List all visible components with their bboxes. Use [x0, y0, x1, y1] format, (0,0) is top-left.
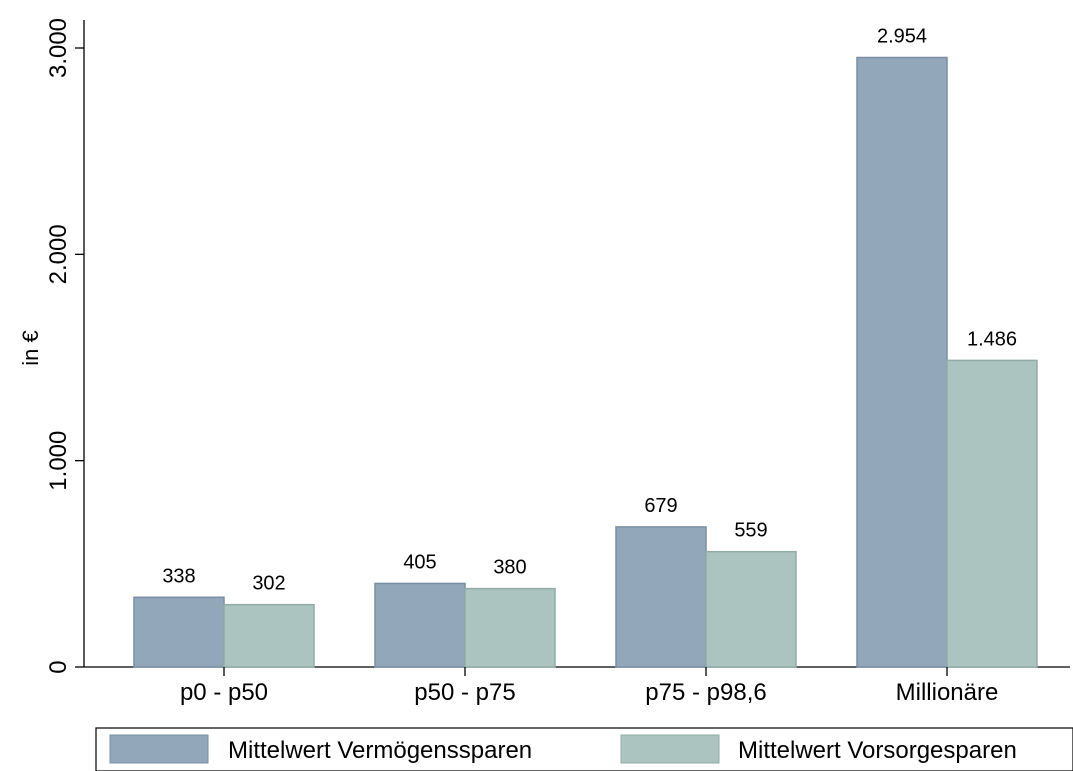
x-tick-label: p0 - p50 — [180, 679, 268, 706]
legend: Mittelwert Vermögenssparen Mittelwert Vo… — [95, 727, 1073, 771]
y-tick-label: 1.000 — [45, 431, 72, 491]
y-axis: in € 0 1.000 2.000 3.000 — [18, 18, 85, 674]
bar-vorsorgesparen — [223, 603, 315, 668]
x-tick-label: p50 - p75 — [414, 679, 515, 706]
legend-swatch-vermoegenssparen — [109, 734, 209, 764]
bar-value-label: 559 — [734, 520, 767, 542]
legend-frame — [95, 727, 1073, 771]
bar-value-label: 679 — [644, 495, 677, 517]
bar-vorsorgesparen — [464, 587, 556, 668]
bar-value-label: 2.954 — [877, 25, 927, 47]
legend-swatch-vorsorgesparen — [620, 734, 720, 764]
bar-value-label: 405 — [403, 551, 436, 573]
y-tick-label: 0 — [45, 660, 72, 673]
bar-value-label: 302 — [252, 573, 285, 595]
bar-labels: 338 302 405 380 679 559 2.954 1.486 — [162, 25, 1017, 594]
x-tick-label: Millionäre — [896, 679, 999, 706]
bars — [133, 56, 1038, 668]
y-axis-label: in € — [18, 330, 43, 365]
legend-label-vermoegenssparen: Mittelwert Vermögenssparen — [228, 737, 532, 764]
bar-vermoegenssparen — [133, 596, 225, 668]
bar-vermoegenssparen — [856, 56, 948, 668]
y-tick-label: 3.000 — [45, 18, 72, 78]
bar-value-label: 338 — [162, 565, 195, 587]
bar-vermoegenssparen — [374, 582, 466, 668]
bar-value-label: 380 — [493, 557, 526, 579]
bar-vorsorgesparen — [946, 359, 1038, 668]
bar-vorsorgesparen — [705, 550, 797, 668]
legend-label-vorsorgesparen: Mittelwert Vorsorgesparen — [738, 737, 1017, 764]
bar-value-label: 1.486 — [967, 328, 1017, 350]
category-labels: p0 - p50 p50 - p75 p75 - p98,6 Millionäre — [180, 667, 998, 706]
x-tick-label: p75 - p98,6 — [645, 679, 766, 706]
bar-vermoegenssparen — [615, 526, 707, 668]
y-tick-label: 2.000 — [45, 224, 72, 284]
